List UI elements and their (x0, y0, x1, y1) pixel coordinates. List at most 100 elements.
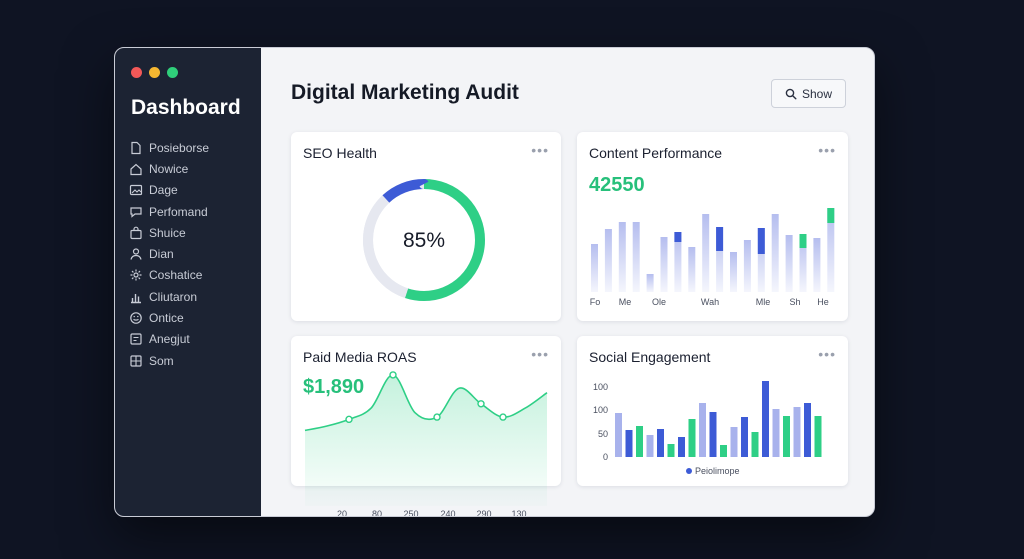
engagement-bar (688, 419, 696, 457)
card-title: SEO Health (303, 145, 377, 161)
engagement-bar (709, 412, 717, 457)
sidebar-item-posieborse[interactable]: Posieborse (129, 137, 209, 158)
engagement-bar (699, 403, 706, 457)
sidebar-item-label: Posieborse (149, 140, 210, 155)
y-tick-label: 100 (593, 405, 608, 415)
content-bar (813, 238, 821, 292)
data-point (389, 371, 397, 379)
sidebar-item-ontice[interactable]: Ontice (129, 307, 209, 328)
engagement-bar (751, 432, 759, 457)
show-button[interactable]: Show (771, 79, 846, 108)
chart-icon (131, 293, 141, 303)
content-bar-highlight (716, 227, 724, 251)
donut-segment-blue (363, 179, 485, 301)
image-icon (129, 185, 143, 196)
social-bar-chart: 0 50 100 100 Peiolimope (593, 381, 822, 476)
more-options-icon[interactable]: ••• (818, 142, 836, 158)
engagement-bar (667, 444, 675, 457)
engagement-bar (720, 445, 727, 457)
user-icon (130, 248, 142, 260)
sidebar-item-coshatice[interactable]: Coshatice (129, 265, 209, 286)
x-tick-label: Sh (789, 297, 800, 307)
y-tick-label: 0 (603, 452, 608, 462)
content-bar (604, 229, 612, 292)
grid-icon (130, 355, 142, 367)
content-bar (660, 237, 668, 292)
engagement-bar (741, 417, 748, 457)
data-point (433, 413, 441, 421)
content-bar-chart: Fo Me Ole Wah Mle Sh He (590, 208, 835, 307)
sidebar-item-label: Dage (149, 183, 178, 198)
main-content: Digital Marketing Audit Show SEO Health … (261, 48, 874, 516)
home-icon (130, 163, 142, 176)
more-options-icon[interactable]: ••• (531, 346, 549, 362)
paid-media-value: $1,890 (303, 376, 365, 398)
sidebar-item-cliutaron[interactable]: Cliutaron (129, 286, 209, 307)
minimize-window-button[interactable] (149, 67, 160, 78)
box-icon (130, 333, 142, 345)
engagement-bar (678, 437, 685, 457)
card-title: Social Engagement (589, 349, 711, 365)
document-icon (131, 141, 141, 154)
sidebar-item-label: Anegjut (149, 332, 190, 347)
x-tick-label: Fo (590, 297, 601, 307)
content-bar (591, 244, 598, 292)
search-icon (785, 88, 797, 100)
sidebar-item-anegjut[interactable]: Anegjut (129, 329, 209, 350)
content-bar (827, 208, 835, 292)
show-button-label: Show (801, 86, 833, 101)
donut-segment-gray (363, 179, 485, 301)
engagement-bar (636, 426, 643, 457)
sidebar-item-label: Shuice (149, 225, 186, 240)
content-bar-highlight (799, 234, 807, 248)
sidebar-item-label: Perfomand (149, 204, 208, 219)
sidebar-item-label: Coshatice (149, 268, 203, 283)
close-window-button[interactable] (131, 67, 142, 78)
engagement-bar (646, 435, 654, 457)
content-bar (646, 274, 654, 292)
chat-icon (130, 206, 142, 218)
sidebar-item-perfomand[interactable]: Perfomand (129, 201, 209, 222)
engagement-bar (615, 413, 622, 457)
x-tick-label: Wah (701, 297, 719, 307)
content-bar-highlight (674, 232, 682, 242)
legend-swatch (686, 468, 692, 474)
content-bar (785, 235, 793, 292)
content-bar (743, 240, 751, 292)
sidebar-item-label: Nowice (149, 161, 189, 176)
x-tick-label: Me (619, 297, 632, 307)
y-tick-label: 50 (598, 429, 608, 439)
paid-media-card: Paid Media ROAS ••• $1,890 20 80 250 240 290… (291, 336, 561, 516)
content-performance-card: Content Performance ••• 42550 Fo Me Ole Wah… (577, 132, 848, 321)
engagement-bar (762, 381, 769, 457)
x-tick-label: 20 (337, 509, 347, 517)
sidebar-item-som[interactable]: Som (129, 350, 209, 371)
x-tick-label: Ole (652, 297, 666, 307)
content-bar (799, 234, 807, 292)
sidebar-item-shuice[interactable]: Shuice (129, 222, 209, 243)
data-point (345, 415, 353, 424)
content-bar-highlight (827, 208, 835, 223)
sidebar-item-label: Dian (149, 247, 174, 262)
engagement-bar (772, 409, 780, 457)
engagement-bar (625, 430, 633, 457)
x-tick-label: Mle (756, 297, 771, 307)
engagement-bar (804, 403, 811, 457)
page-title: Digital Marketing Audit (291, 81, 519, 104)
sidebar-item-dage[interactable]: Dage (129, 180, 209, 201)
content-bar (716, 227, 724, 292)
sidebar-item-dian[interactable]: Dian (129, 243, 209, 264)
card-title: Paid Media ROAS (303, 349, 417, 365)
more-options-icon[interactable]: ••• (531, 142, 549, 158)
data-point (477, 400, 485, 408)
sidebar-item-nowice[interactable]: Nowice (129, 158, 209, 179)
app-window: Dashboard Posieborse Nowice Dage Perfomand S… (114, 47, 875, 517)
maximize-window-button[interactable] (167, 67, 178, 78)
engagement-bar (657, 429, 664, 457)
content-bar (688, 247, 696, 292)
more-options-icon[interactable]: ••• (818, 346, 836, 362)
x-tick-label: He (817, 297, 829, 307)
card-title: Content Performance (589, 145, 723, 161)
x-tick-label: 240 (440, 509, 455, 517)
content-bar (674, 232, 682, 292)
